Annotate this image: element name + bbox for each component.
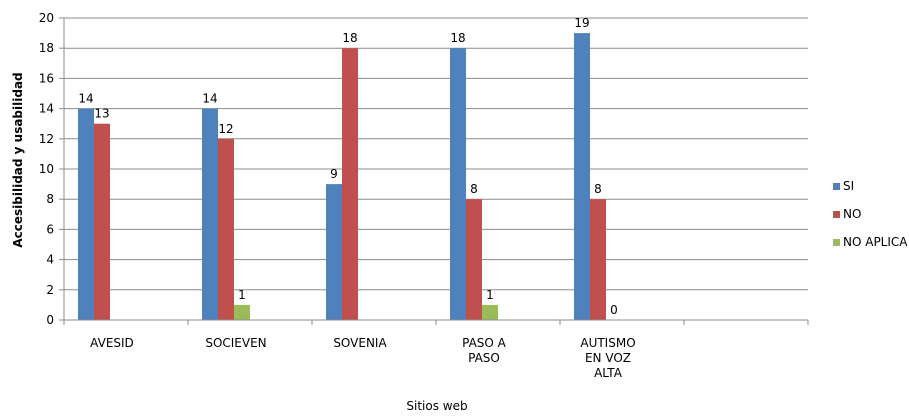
data-label: 12 xyxy=(218,122,233,136)
x-category-label: EN VOZ xyxy=(585,351,631,365)
bar xyxy=(466,199,482,320)
data-label: 9 xyxy=(330,167,338,181)
bars xyxy=(78,33,606,320)
x-category-label: AVESID xyxy=(90,336,134,350)
y-tick-label: 6 xyxy=(46,222,54,236)
y-tick-label: 14 xyxy=(39,102,54,116)
bar xyxy=(450,48,466,320)
bar xyxy=(78,108,94,320)
data-labels: 14 14 9 18 19 13 12 18 8 8 1 1 0 xyxy=(78,16,617,317)
x-category-label: ALTA xyxy=(594,366,623,380)
y-axis-title: Accesibilidad y usabilidad xyxy=(11,72,25,247)
bar xyxy=(202,108,218,320)
bar xyxy=(234,304,250,320)
data-label: 8 xyxy=(594,182,602,196)
legend-label: SI xyxy=(843,179,854,193)
x-category-label: SOCIEVEN xyxy=(205,336,266,350)
y-tick-label: 20 xyxy=(39,11,54,25)
bar xyxy=(326,184,342,320)
gridlines xyxy=(64,17,808,291)
data-label: 0 xyxy=(610,303,618,317)
data-label: 14 xyxy=(202,92,217,106)
legend-swatch xyxy=(833,211,840,218)
y-tick-label: 10 xyxy=(39,162,54,176)
bar xyxy=(218,138,234,320)
legend-swatch xyxy=(833,183,840,190)
y-tick-label: 8 xyxy=(46,192,54,206)
legend-label: NO xyxy=(843,207,861,221)
bar xyxy=(482,304,498,320)
data-label: 13 xyxy=(94,107,109,121)
data-label: 14 xyxy=(78,92,93,106)
bar xyxy=(590,199,606,320)
bar xyxy=(574,33,590,320)
data-label: 18 xyxy=(342,31,357,45)
x-axis-title: Sitios web xyxy=(406,399,467,413)
data-label: 19 xyxy=(574,16,589,30)
data-label: 1 xyxy=(238,288,246,302)
x-category-label: AUTISMO xyxy=(580,336,635,350)
y-tick-label: 16 xyxy=(39,71,54,85)
data-label: 1 xyxy=(486,288,494,302)
data-label: 8 xyxy=(470,182,478,196)
legend: SI NO NO APLICA xyxy=(833,179,908,249)
x-category-label: PASO A xyxy=(462,336,507,350)
data-label: 18 xyxy=(450,31,465,45)
bar xyxy=(94,123,110,320)
x-category-label: PASO xyxy=(468,351,500,365)
bar xyxy=(342,48,358,320)
y-tick-label: 0 xyxy=(46,313,54,327)
y-tick-label: 18 xyxy=(39,41,54,55)
x-category-label: SOVENIA xyxy=(333,336,387,350)
legend-swatch xyxy=(833,239,840,246)
legend-label: NO APLICA xyxy=(843,235,908,249)
y-tick-label: 2 xyxy=(46,283,54,297)
y-tick-label: 12 xyxy=(39,132,54,146)
y-tick-label: 4 xyxy=(46,253,54,267)
